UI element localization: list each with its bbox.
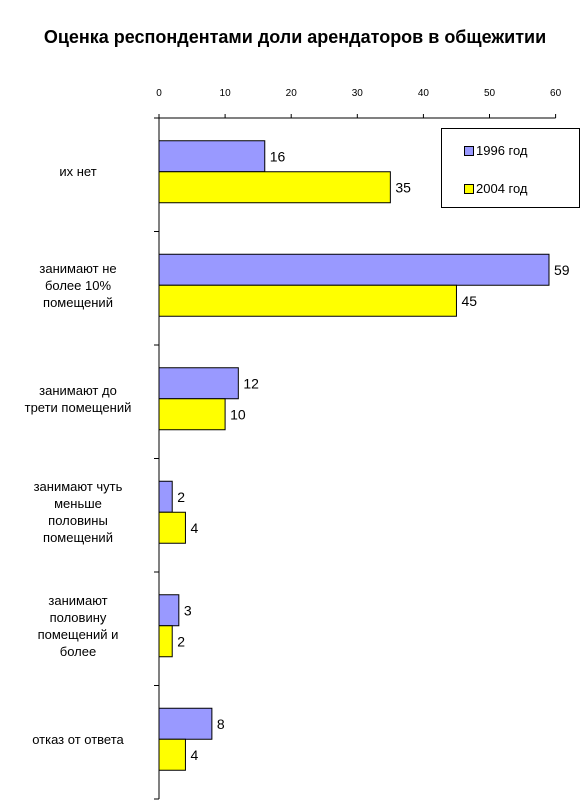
x-tick-label: 0 [156, 88, 162, 99]
x-tick-label: 40 [418, 88, 430, 99]
category-label: их нет [8, 163, 148, 180]
x-tick-label: 30 [352, 88, 364, 99]
bar-2004 [158, 171, 391, 204]
bar-2004 [158, 398, 226, 431]
data-label: 16 [270, 148, 286, 164]
data-label: 59 [554, 262, 570, 278]
bars-layer [158, 140, 550, 771]
category-label-line: занимают чуть [33, 479, 123, 495]
category-label-line: отказ от ответа [32, 731, 124, 747]
data-label: 2 [177, 489, 185, 505]
bar-1996 [158, 707, 213, 740]
data-label: 2 [177, 633, 185, 649]
category-label-line: половины [48, 513, 108, 529]
category-label-line: половину [49, 609, 107, 625]
category-label-line: помещений [43, 294, 113, 310]
bar-2004 [158, 511, 186, 544]
data-label: 3 [184, 602, 192, 618]
category-label-line: занимают не [39, 260, 117, 276]
data-label: 45 [461, 293, 477, 309]
category-label-line: трети помещений [24, 399, 132, 415]
data-label: 4 [190, 520, 198, 536]
category-label-line: занимают до [39, 382, 117, 398]
category-label-line: их нет [59, 164, 97, 180]
legend-item-1996: 1996 год [464, 143, 528, 158]
category-label: занимают не более 10% помещений [8, 260, 148, 311]
bar-1996 [158, 480, 173, 513]
bar-2004 [158, 625, 173, 658]
bar-1996 [158, 594, 180, 627]
x-tick-label: 50 [484, 88, 496, 99]
x-tick-label: 10 [220, 88, 232, 99]
chart-title: Оценка респондентами доли арендаторов в … [43, 27, 547, 47]
legend-label-1996: 1996 год [476, 143, 528, 158]
bar-1996 [158, 253, 550, 286]
bar-2004 [158, 284, 457, 317]
category-label: отказ от ответа [8, 731, 148, 748]
bar-1996 [158, 140, 266, 173]
data-label: 4 [190, 747, 198, 763]
legend-swatch-2004 [464, 184, 474, 194]
legend-item-2004: 2004 год [464, 181, 528, 196]
data-label: 10 [230, 406, 246, 422]
legend-label-2004: 2004 год [476, 181, 528, 196]
legend: 1996 год 2004 год [441, 128, 580, 208]
category-label: занимают до трети помещений [8, 382, 148, 416]
bar-2004 [158, 738, 186, 771]
data-label: 8 [217, 716, 225, 732]
x-tick-label: 20 [286, 88, 298, 99]
legend-swatch-1996 [464, 146, 474, 156]
bar-1996 [158, 367, 239, 400]
category-label-line: помещений и [37, 626, 119, 642]
category-label: занимают чуть меньше половины помещений [8, 478, 148, 546]
category-label-line: более [59, 643, 97, 659]
category-label-line: меньше [54, 496, 102, 512]
category-label: занимают половину помещений и более [8, 592, 148, 660]
data-label: 12 [243, 375, 259, 391]
x-tick-label: 60 [550, 88, 562, 99]
category-label-line: более 10% [44, 277, 112, 293]
axis-layer: 0 10 20 30 40 50 60 [154, 88, 562, 800]
category-label-line: занимают [48, 592, 108, 608]
data-label: 35 [395, 179, 411, 195]
category-label-line: помещений [43, 530, 113, 546]
